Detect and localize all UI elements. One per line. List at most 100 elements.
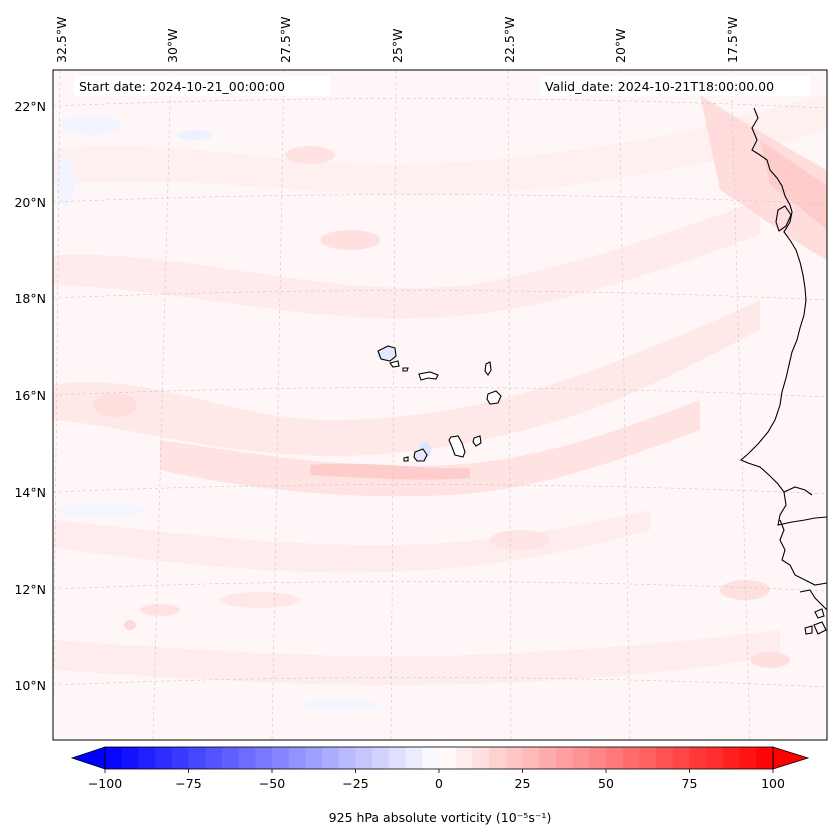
colorbar-tick-label: −100 bbox=[88, 776, 122, 791]
negative-vorticity-patch bbox=[177, 130, 213, 140]
parallel-line bbox=[53, 194, 827, 205]
vorticity-patch bbox=[720, 580, 770, 600]
island-sao-vicente bbox=[389, 360, 400, 368]
colorbar-high-extend-arrow bbox=[772, 746, 810, 770]
colorbar-tick-label: 0 bbox=[435, 776, 443, 791]
colorbar-cell bbox=[272, 747, 290, 769]
island-brava bbox=[403, 456, 409, 462]
vorticity-band bbox=[53, 200, 760, 319]
colorbar-tick-label: −50 bbox=[259, 776, 285, 791]
negative-vorticity-patch bbox=[55, 155, 75, 205]
coastline-guinea-bissau bbox=[799, 589, 827, 611]
colorbar-cell bbox=[756, 747, 774, 769]
colorbar-cell bbox=[205, 747, 223, 769]
lon-label-17-5w: 17.5°W bbox=[725, 17, 740, 63]
graticule bbox=[53, 70, 827, 740]
lat-label-10n: 10°N bbox=[14, 678, 46, 693]
coastline-bijagos-2 bbox=[804, 625, 813, 635]
colorbar-cell bbox=[555, 747, 573, 769]
colorbar-low-extend-arrow bbox=[70, 746, 106, 770]
colorbar-cell bbox=[539, 747, 557, 769]
vorticity-patch bbox=[124, 620, 136, 630]
island-santiago bbox=[448, 435, 466, 458]
coastline-gambia-casamance bbox=[779, 519, 827, 586]
vorticity-band bbox=[760, 140, 827, 230]
vorticity-patch bbox=[93, 393, 137, 417]
cabo-verde-islands bbox=[377, 345, 502, 462]
colorbar-cell bbox=[672, 747, 690, 769]
lon-label-20w: 20°W bbox=[613, 28, 628, 63]
colorbar-cell bbox=[706, 747, 724, 769]
valid-date-box bbox=[540, 76, 810, 96]
colorbar-cell bbox=[338, 747, 356, 769]
vorticity-patch bbox=[140, 604, 180, 616]
colorbar-cell bbox=[305, 747, 323, 769]
negative-vorticity-patch bbox=[60, 115, 120, 135]
colorbar-cell bbox=[522, 747, 540, 769]
longitude-labels: 32.5°W 30°W 27.5°W 25°W 22.5°W 20°W 17.5… bbox=[54, 17, 740, 63]
colorbar-cell bbox=[322, 747, 340, 769]
coastline-mauritania-senegal bbox=[739, 107, 827, 526]
colorbar-cell bbox=[639, 747, 657, 769]
colorbar-cell bbox=[138, 747, 156, 769]
colorbar-ticks: −100 −75 −50 −25 0 25 50 75 100 bbox=[88, 769, 785, 791]
colorbar-cell bbox=[238, 747, 256, 769]
parallel-line bbox=[53, 290, 827, 301]
colorbar-tick-label: 25 bbox=[515, 776, 531, 791]
lat-label-22n: 22°N bbox=[14, 99, 46, 114]
colorbar-cell bbox=[221, 747, 239, 769]
island-maio bbox=[472, 435, 482, 447]
lon-label-22-5w: 22.5°W bbox=[502, 17, 517, 63]
meridian-line bbox=[618, 70, 631, 740]
vorticity-patch bbox=[220, 592, 300, 608]
lat-label-16n: 16°N bbox=[14, 388, 46, 403]
coastline-bijagos-3 bbox=[813, 621, 827, 635]
colorbar-cell bbox=[255, 747, 273, 769]
parallel-line bbox=[53, 677, 827, 688]
coastline-bijagos bbox=[814, 608, 825, 619]
island-santa-luzia bbox=[402, 367, 409, 372]
island-sal bbox=[484, 361, 492, 376]
colorbar-cell bbox=[656, 747, 674, 769]
meridian-line bbox=[152, 70, 172, 740]
vorticity-band bbox=[700, 95, 827, 260]
colorbar-cell bbox=[439, 747, 457, 769]
island-boa-vista bbox=[486, 390, 502, 405]
lat-label-12n: 12°N bbox=[14, 582, 46, 597]
colorbar-tick-label: −75 bbox=[175, 776, 201, 791]
meridian-line bbox=[507, 70, 512, 740]
valid-date-label: Valid_date: 2024-10-21T18:00:00.00 bbox=[545, 79, 774, 94]
island-fogo bbox=[413, 448, 428, 462]
colorbar-cell bbox=[472, 747, 490, 769]
colorbar-cell bbox=[422, 747, 440, 769]
colorbar-cell bbox=[606, 747, 624, 769]
meridian-line bbox=[730, 70, 751, 740]
colorbar-cell bbox=[288, 747, 306, 769]
colorbar-cell bbox=[455, 747, 473, 769]
lat-label-14n: 14°N bbox=[14, 485, 46, 500]
meridian-line bbox=[390, 70, 397, 740]
colorbar-cell bbox=[388, 747, 406, 769]
colorbar-title: 925 hPa absolute vorticity (10⁻⁵s⁻¹) bbox=[329, 810, 552, 825]
colorbar-cell bbox=[739, 747, 757, 769]
colorbar-cell bbox=[622, 747, 640, 769]
colorbar-cell bbox=[105, 747, 123, 769]
colorbar-tick-label: 50 bbox=[598, 776, 614, 791]
meridian-line bbox=[271, 70, 285, 740]
coastline-cap-vert-detail bbox=[775, 205, 792, 232]
meridian-line bbox=[53, 70, 61, 740]
colorbar-tick-label: 100 bbox=[761, 776, 785, 791]
map-frame bbox=[52, 69, 828, 741]
colorbar-cell bbox=[722, 747, 740, 769]
latitude-labels: 22°N 20°N 18°N 16°N 14°N 12°N 10°N bbox=[14, 99, 46, 693]
colorbar-cell bbox=[171, 747, 189, 769]
colorbar-cell bbox=[572, 747, 590, 769]
vorticity-patch bbox=[490, 530, 550, 550]
colorbar-tick-label: 75 bbox=[682, 776, 698, 791]
vorticity-band bbox=[160, 400, 700, 497]
parallel-line bbox=[53, 484, 827, 495]
vorticity-band bbox=[53, 630, 780, 686]
vorticity-patch bbox=[320, 230, 380, 250]
vorticity-band bbox=[53, 510, 650, 573]
